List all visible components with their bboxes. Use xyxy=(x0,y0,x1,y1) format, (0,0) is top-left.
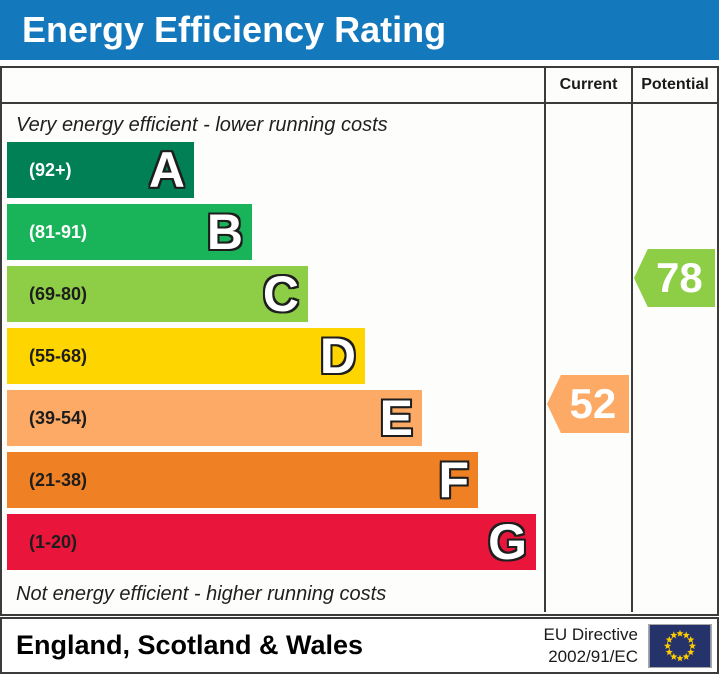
bands: (92+) A (81-91) B (69-80) C (55-68) D (3… xyxy=(2,142,544,570)
caption-very-efficient: Very energy efficient - lower running co… xyxy=(16,114,388,136)
table-header-row: Current Potential xyxy=(2,68,717,104)
rating-table: Current Potential Very energy efficient … xyxy=(0,66,719,616)
band-letter: F xyxy=(438,452,469,508)
band-row: (21-38) F xyxy=(2,452,544,508)
band-row: (92+) A xyxy=(2,142,544,198)
band-row: (55-68) D xyxy=(2,328,544,384)
band-bar: (39-54) E xyxy=(7,390,422,446)
band-range-label: (81-91) xyxy=(29,221,88,242)
band-range-label: (69-80) xyxy=(29,283,88,304)
eu-directive-label: EU Directive 2002/91/EC xyxy=(543,625,638,666)
eu-flag-icon xyxy=(648,623,712,668)
region-label: England, Scotland & Wales xyxy=(16,630,364,660)
band-range-label: (21-38) xyxy=(29,469,88,490)
potential-rating-value: 78 xyxy=(656,254,703,301)
current-column-header: Current xyxy=(544,68,631,102)
header-spacer xyxy=(2,68,544,102)
band-row: (39-54) E xyxy=(2,390,544,446)
band-letter: B xyxy=(206,204,243,260)
current-rating-value: 52 xyxy=(569,380,617,427)
band-letter: G xyxy=(488,514,527,570)
band-range-label: (39-54) xyxy=(29,407,88,428)
page-title: Energy Efficiency Rating xyxy=(22,9,447,50)
band-bar: (81-91) B xyxy=(7,204,252,260)
footer-bar: England, Scotland & Wales EU Directive 2… xyxy=(0,617,719,674)
band-range-label: (55-68) xyxy=(29,345,88,366)
table-body: Very energy efficient - lower running co… xyxy=(2,104,717,612)
band-letter: A xyxy=(148,142,185,198)
band-bar: (92+) A xyxy=(7,142,194,198)
potential-column: 78 xyxy=(631,104,717,612)
band-row: (1-20) G xyxy=(2,514,544,570)
current-column: 52 xyxy=(544,104,631,612)
caption-not-efficient: Not energy efficient - higher running co… xyxy=(16,583,387,605)
band-row: (81-91) B xyxy=(2,204,544,260)
band-letter: E xyxy=(379,390,413,446)
band-range-label: (92+) xyxy=(29,159,72,180)
band-letter: D xyxy=(319,328,356,384)
band-bar: (69-80) C xyxy=(7,266,308,322)
band-letter: C xyxy=(262,266,299,322)
bands-column: Very energy efficient - lower running co… xyxy=(2,104,544,612)
title-bar: Energy Efficiency Rating xyxy=(0,0,719,60)
band-range-label: (1-20) xyxy=(29,531,78,552)
band-bar: (1-20) G xyxy=(7,514,536,570)
band-row: (69-80) C xyxy=(2,266,544,322)
band-bar: (55-68) D xyxy=(7,328,365,384)
current-rating-arrow: 52 xyxy=(547,375,629,433)
band-bar: (21-38) F xyxy=(7,452,478,508)
potential-column-header: Potential xyxy=(631,68,717,102)
potential-rating-arrow: 78 xyxy=(634,249,715,307)
